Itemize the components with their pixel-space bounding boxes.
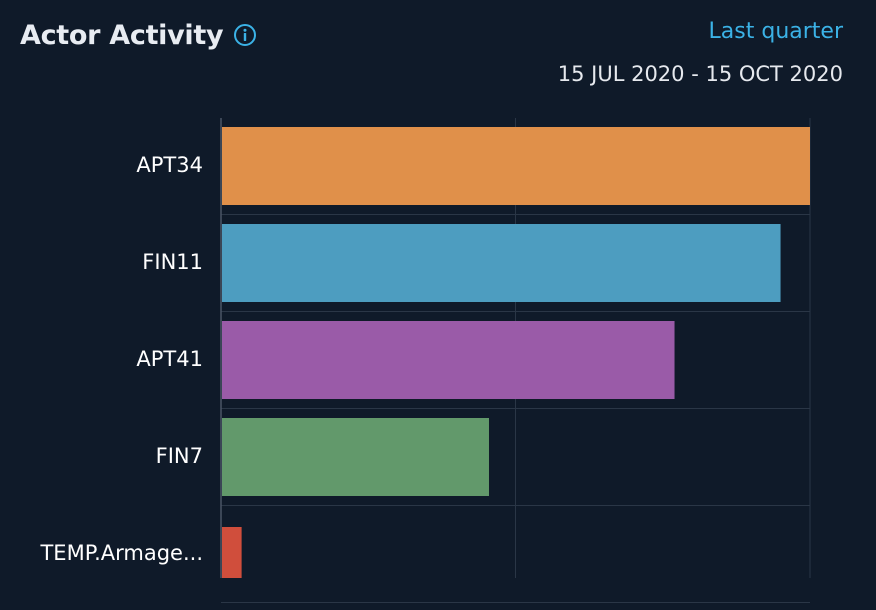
category-label-2: FIN11 bbox=[142, 250, 203, 274]
category-label-1: APT34 bbox=[136, 153, 203, 177]
bar-3[interactable] bbox=[222, 321, 675, 399]
chart-bars bbox=[222, 127, 810, 578]
bar-5[interactable] bbox=[222, 527, 242, 578]
bar-4[interactable] bbox=[222, 418, 489, 496]
widget-header: Actor Activity bbox=[20, 15, 257, 55]
category-label-5: TEMP.Armage... bbox=[39, 541, 203, 565]
bar-2[interactable] bbox=[222, 224, 781, 302]
chart-category-labels: APT34 FIN11 APT41 FIN7 TEMP.Armage... bbox=[39, 153, 203, 565]
date-range-label: 15 JUL 2020 - 15 OCT 2020 bbox=[557, 62, 843, 86]
category-label-4: FIN7 bbox=[156, 444, 203, 468]
last-quarter-link[interactable]: Last quarter bbox=[708, 19, 843, 44]
widget-title: Actor Activity bbox=[20, 19, 224, 51]
category-label-3: APT41 bbox=[136, 347, 203, 371]
info-icon[interactable] bbox=[233, 23, 257, 47]
bar-1[interactable] bbox=[222, 127, 810, 205]
